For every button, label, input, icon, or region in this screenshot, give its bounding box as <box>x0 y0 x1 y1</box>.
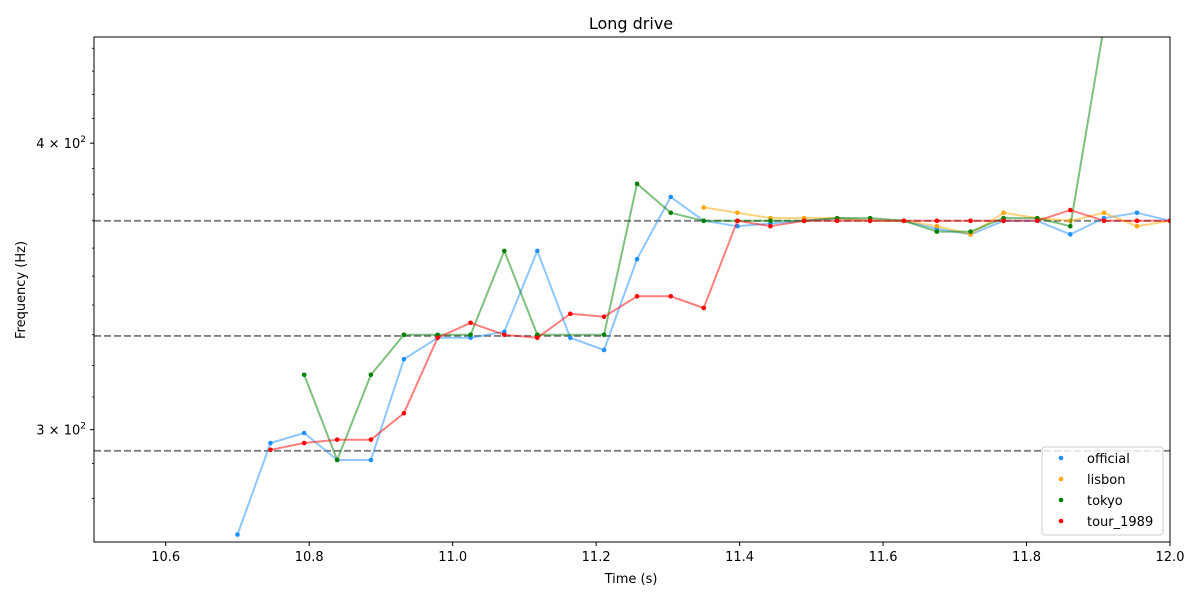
plot-area: 10.6 10.8 11.0 11.2 11.4 11.6 11.8 12.0 3 × 102 4… <box>36 36 1185 565</box>
data-point-official-12 <box>601 347 607 353</box>
legend-label-official: official <box>1087 452 1130 467</box>
x-tick-label-6: 11.6 <box>869 550 898 565</box>
data-point-tour_1989-10 <box>568 311 573 317</box>
data-point-official-28 <box>1134 210 1140 216</box>
data-point-tokyo-9 <box>601 332 607 338</box>
data-point-tour_1989-7 <box>468 320 473 326</box>
data-point-tour_1989-1 <box>268 447 273 453</box>
data-point-tokyo-12 <box>701 218 707 224</box>
data-point-tour_1989-6 <box>435 335 440 341</box>
data-point-tour_1989-19 <box>867 218 873 224</box>
data-point-tour_1989-26 <box>1101 218 1107 224</box>
chart-title: Long drive <box>589 14 673 33</box>
data-point-official-14 <box>668 194 674 200</box>
data-point-tour_1989-28 <box>1167 218 1170 224</box>
data-point-lisbon-2 <box>735 210 740 216</box>
data-point-tokyo-14 <box>768 218 773 224</box>
data-point-tour_1989-27 <box>1134 218 1140 224</box>
data-point-official-11 <box>568 335 573 341</box>
series-line-tour_1989 <box>270 209 1170 451</box>
data-point-tour_1989-9 <box>535 335 540 341</box>
data-point-tokyo-2 <box>334 457 340 463</box>
data-point-tour_1989-11 <box>601 314 607 320</box>
data-point-official-10 <box>535 248 540 254</box>
data-point-tour_1989-20 <box>901 218 907 224</box>
data-point-official-1 <box>235 532 240 537</box>
data-point-lisbon-14 <box>1134 223 1140 229</box>
x-tick-label-4: 11.2 <box>582 550 611 565</box>
y-tick-label-1: 3 × 102 <box>36 422 86 439</box>
data-point-official-13 <box>634 256 640 262</box>
data-point-tour_1989-16 <box>768 223 773 229</box>
legend: official lisbon tokyo tour_1989 <box>1041 446 1164 536</box>
x-tick-label-2: 10.8 <box>295 550 324 565</box>
legend-marker-lisbon <box>1058 476 1064 482</box>
legend-marker-official <box>1058 455 1064 461</box>
data-point-lisbon-1 <box>701 205 707 210</box>
data-point-tour_1989-13 <box>668 293 674 299</box>
data-point-official-3 <box>301 430 307 436</box>
data-point-tour_1989-4 <box>368 437 374 442</box>
x-axis-label: Time (s) <box>604 572 658 587</box>
data-point-tour_1989-5 <box>401 410 407 416</box>
data-point-tour_1989-17 <box>801 218 807 224</box>
data-point-tour_1989-21 <box>934 218 940 224</box>
data-marks <box>94 37 1170 537</box>
data-point-tokyo-7 <box>502 248 507 254</box>
y-axis-label: Frequency (Hz) <box>14 241 29 339</box>
data-point-lisbon-8 <box>934 223 940 229</box>
data-point-tokyo-6 <box>468 332 473 338</box>
data-point-tour_1989-24 <box>1034 218 1040 224</box>
data-point-tour_1989-14 <box>701 305 707 311</box>
data-point-tokyo-3 <box>368 372 374 378</box>
data-point-lisbon-10 <box>1001 210 1006 216</box>
y-tick-label-2: 4 × 102 <box>36 135 86 152</box>
legend-marker-tour_1989 <box>1058 518 1064 524</box>
legend-marker-tokyo <box>1058 497 1064 503</box>
data-point-tokyo-5 <box>401 332 407 338</box>
x-tick-label-7: 11.8 <box>1012 550 1041 565</box>
data-point-tour_1989-2 <box>301 440 307 446</box>
data-point-tour_1989-8 <box>502 332 507 338</box>
x-tick-label-5: 11.4 <box>725 550 754 565</box>
legend-label-tour_1989: tour_1989 <box>1087 515 1153 530</box>
series-line-tokyo <box>303 37 1104 461</box>
data-point-tour_1989-12 <box>634 293 640 299</box>
legend-label-tokyo: tokyo <box>1087 494 1123 509</box>
x-tick-label-3: 11.0 <box>438 550 467 565</box>
data-point-official-26 <box>1067 232 1073 237</box>
data-point-tour_1989-15 <box>735 218 740 224</box>
data-point-tour_1989-25 <box>1067 207 1073 213</box>
data-point-tokyo-23 <box>1067 223 1073 229</box>
data-point-official-6 <box>401 356 407 362</box>
data-point-official-5 <box>368 457 374 463</box>
x-tick-label-1: 10.6 <box>151 550 180 565</box>
data-point-tour_1989-18 <box>834 218 840 224</box>
data-point-tokyo-1 <box>301 372 307 378</box>
data-point-tour_1989-22 <box>968 218 973 224</box>
data-point-tokyo-11 <box>668 210 674 216</box>
plot-frame <box>93 36 1171 543</box>
legend-box <box>1041 446 1164 536</box>
data-point-tour_1989-3 <box>334 437 340 442</box>
data-point-tokyo-10 <box>634 181 640 187</box>
legend-label-lisbon: lisbon <box>1087 473 1125 488</box>
x-tick-label-8: 12.0 <box>1156 550 1185 565</box>
data-point-lisbon-13 <box>1101 210 1107 216</box>
data-point-tour_1989-23 <box>1001 218 1006 224</box>
data-point-tokyo-19 <box>934 229 940 234</box>
data-point-official-2 <box>268 440 273 446</box>
data-point-tokyo-20 <box>968 229 973 234</box>
